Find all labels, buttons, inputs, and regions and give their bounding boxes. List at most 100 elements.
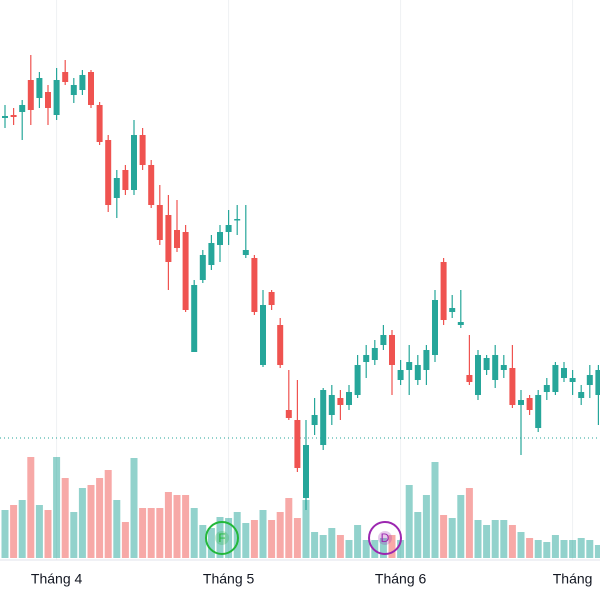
- candle-body: [526, 398, 533, 410]
- candle-body: [509, 368, 516, 405]
- volume-bar: [250, 520, 258, 558]
- candle-body: [346, 392, 352, 405]
- volume-bar: [448, 518, 456, 558]
- candle-body: [260, 305, 266, 365]
- candle-body: [148, 165, 155, 205]
- volume-bar: [61, 478, 69, 558]
- event-badge[interactable]: [205, 521, 239, 555]
- volume-bar: [483, 525, 491, 558]
- volume-bar: [164, 492, 172, 558]
- candle-body: [380, 335, 387, 345]
- candle-body: [62, 72, 69, 82]
- volume-bar: [302, 500, 310, 558]
- volume-bar: [1, 510, 9, 558]
- x-tick-label: Tháng 5: [203, 571, 255, 587]
- candle-body: [586, 375, 593, 385]
- volume-bar: [96, 478, 104, 558]
- candle-body: [208, 243, 215, 265]
- volume-bar: [345, 540, 353, 558]
- candle-body: [440, 262, 447, 320]
- candle-body: [88, 72, 94, 105]
- volume-bar: [319, 535, 327, 558]
- candle-body: [182, 232, 189, 310]
- candle-body: [363, 355, 370, 362]
- candle-body: [569, 378, 576, 382]
- candle-body: [45, 92, 51, 108]
- volume-bar: [577, 538, 585, 558]
- candle-body: [543, 385, 550, 392]
- volume-bar: [551, 535, 559, 558]
- candle-body: [139, 135, 146, 165]
- candle-body: [251, 258, 258, 312]
- candle-body: [595, 370, 600, 395]
- volume-bar: [87, 485, 95, 558]
- x-tick-label: Tháng 4: [31, 571, 83, 587]
- candle-body: [320, 390, 327, 445]
- candle-body: [285, 410, 292, 418]
- volume-bar: [276, 512, 284, 558]
- volume-bar: [397, 540, 405, 558]
- candle-body: [294, 420, 301, 468]
- candle-body: [311, 415, 318, 425]
- volume-bar: [207, 528, 215, 558]
- volume-bar: [35, 505, 43, 558]
- event-badge[interactable]: [368, 521, 402, 555]
- candle-body: [328, 395, 335, 415]
- volume-bar: [27, 457, 35, 558]
- volume-bar: [431, 462, 439, 558]
- volume-bar: [474, 520, 482, 558]
- candle-body: [96, 105, 103, 142]
- volume-bar: [216, 517, 224, 558]
- candle-body: [242, 250, 249, 255]
- candle-body: [36, 78, 43, 98]
- candle-body: [354, 365, 361, 395]
- event-label: F: [218, 531, 225, 545]
- volume-bar: [526, 538, 534, 558]
- candle-body: [191, 285, 198, 352]
- candle-body: [518, 400, 524, 405]
- volume-bar: [560, 540, 568, 558]
- event-badge-fill: [215, 531, 229, 545]
- volume-bar: [130, 458, 138, 558]
- event-label: D: [381, 531, 390, 545]
- volume-bar: [569, 540, 577, 558]
- volume-bar: [354, 525, 362, 558]
- candle-body: [122, 170, 129, 190]
- x-tick-label: Tháng: [553, 571, 593, 587]
- volume-bar: [121, 522, 129, 558]
- volume-bar: [182, 495, 190, 558]
- candle-body: [561, 368, 567, 378]
- volume-bar: [414, 512, 422, 558]
- candle-body: [535, 395, 542, 428]
- volume-bar: [491, 520, 499, 558]
- candle-body: [277, 325, 284, 365]
- volume-bar: [336, 535, 344, 558]
- volume-bar: [44, 510, 52, 558]
- candle-body: [423, 350, 430, 370]
- volume-bar: [259, 510, 267, 558]
- volume-bar: [465, 488, 473, 558]
- volume-bar: [285, 498, 293, 558]
- volume-bar: [311, 532, 319, 558]
- volume-bar: [173, 495, 181, 558]
- volume-bar: [53, 457, 61, 558]
- volume-bar: [517, 532, 525, 558]
- candle-body: [131, 135, 137, 190]
- volume-bar: [405, 485, 413, 558]
- candle-body: [2, 116, 8, 118]
- volume-bar: [139, 508, 147, 558]
- candle-body: [397, 370, 404, 380]
- candle-body: [414, 365, 421, 380]
- volume-bar: [543, 542, 551, 558]
- volume-bar: [70, 512, 78, 558]
- candle-body: [492, 355, 499, 380]
- candle-body: [199, 255, 206, 280]
- candle-body: [113, 178, 120, 198]
- volume-bar: [508, 525, 516, 558]
- candle-body: [432, 300, 438, 355]
- event-badge-fill: [378, 531, 392, 545]
- candle-body: [225, 225, 232, 232]
- candle-body: [475, 355, 481, 395]
- candle-body: [10, 115, 17, 117]
- candle-body: [406, 362, 413, 370]
